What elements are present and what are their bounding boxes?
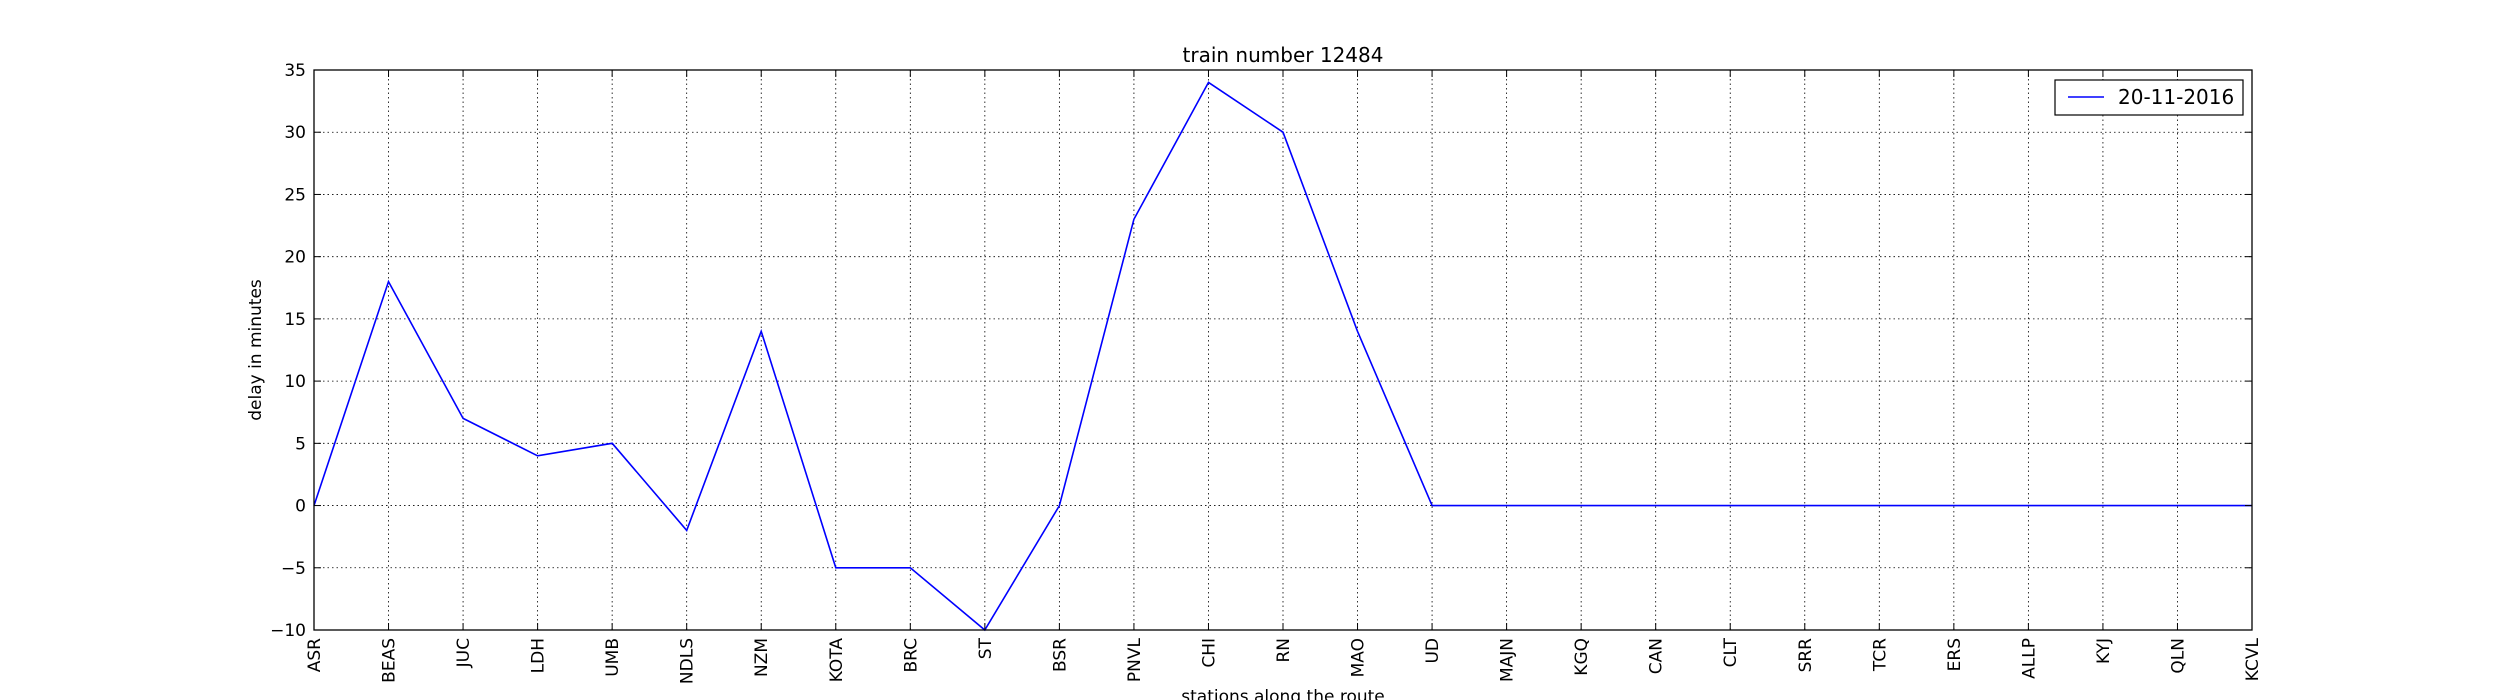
x-tick-label: KOTA (827, 638, 847, 683)
x-tick-label: PNVL (1125, 637, 1145, 682)
x-tick-label: JUC (454, 638, 474, 668)
y-tick-label: 25 (284, 185, 306, 205)
y-tick-label: −10 (270, 621, 306, 641)
y-tick-label: 5 (295, 434, 306, 454)
y-tick-label: 10 (284, 372, 306, 392)
x-tick-label: KGQ (1572, 638, 1592, 676)
x-tick-label: LDH (529, 638, 549, 673)
y-tick-label: 15 (284, 310, 306, 330)
x-tick-label: MAO (1349, 638, 1369, 677)
y-tick-label: 30 (284, 123, 306, 143)
x-tick-label: NDLS (678, 638, 698, 684)
x-tick-label: ALLP (2019, 638, 2039, 679)
x-tick-label: KYJ (2094, 638, 2114, 664)
x-tick-label: RN (1274, 638, 1294, 663)
x-tick-label: UMB (603, 638, 623, 677)
x-tick-label: ERS (1945, 638, 1965, 671)
x-axis-label: stations along the route (1181, 687, 1385, 700)
x-tick-label: BEAS (380, 638, 400, 683)
y-tick-label: 20 (284, 248, 306, 268)
x-tick-label: BRC (901, 638, 921, 673)
y-tick-label: 0 (295, 497, 306, 517)
x-tick-label: SRR (1796, 638, 1816, 673)
x-tick-label: MAJN (1498, 638, 1518, 682)
x-tick-label: CLT (1721, 637, 1741, 667)
series-line-0 (313, 81, 2252, 632)
chart-title: train number 12484 (1183, 43, 1384, 67)
x-tick-labels: ASR BEAS JUC LDH UMB NDLS NZM KOTA BRC ST BSR PNVL C… (305, 637, 2263, 684)
x-tick-label: TCR (1870, 638, 1890, 672)
x-tick-label: KCVL (2243, 637, 2263, 681)
axis-ticks (313, 69, 2253, 631)
x-tick-label: ST (976, 637, 996, 659)
legend-entry-label: 20-11-2016 (2118, 85, 2234, 109)
y-axis-label: delay in minutes (246, 279, 266, 421)
y-tick-labels: −10 −5 0 5 10 15 20 25 30 35 (270, 61, 306, 641)
x-tick-label: BSR (1050, 638, 1070, 672)
x-tick-label: QLN (2168, 638, 2188, 674)
y-tick-label: −5 (281, 559, 306, 579)
series-lines (313, 81, 2252, 632)
legend: 20-11-2016 (2054, 79, 2244, 116)
x-tick-label: CAN (1647, 638, 1667, 674)
x-tick-label: UD (1423, 638, 1443, 664)
x-tick-label: ASR (305, 638, 325, 672)
y-tick-label: 35 (284, 61, 306, 81)
x-tick-label: NZM (752, 638, 772, 677)
x-tick-label: CHI (1199, 638, 1219, 668)
